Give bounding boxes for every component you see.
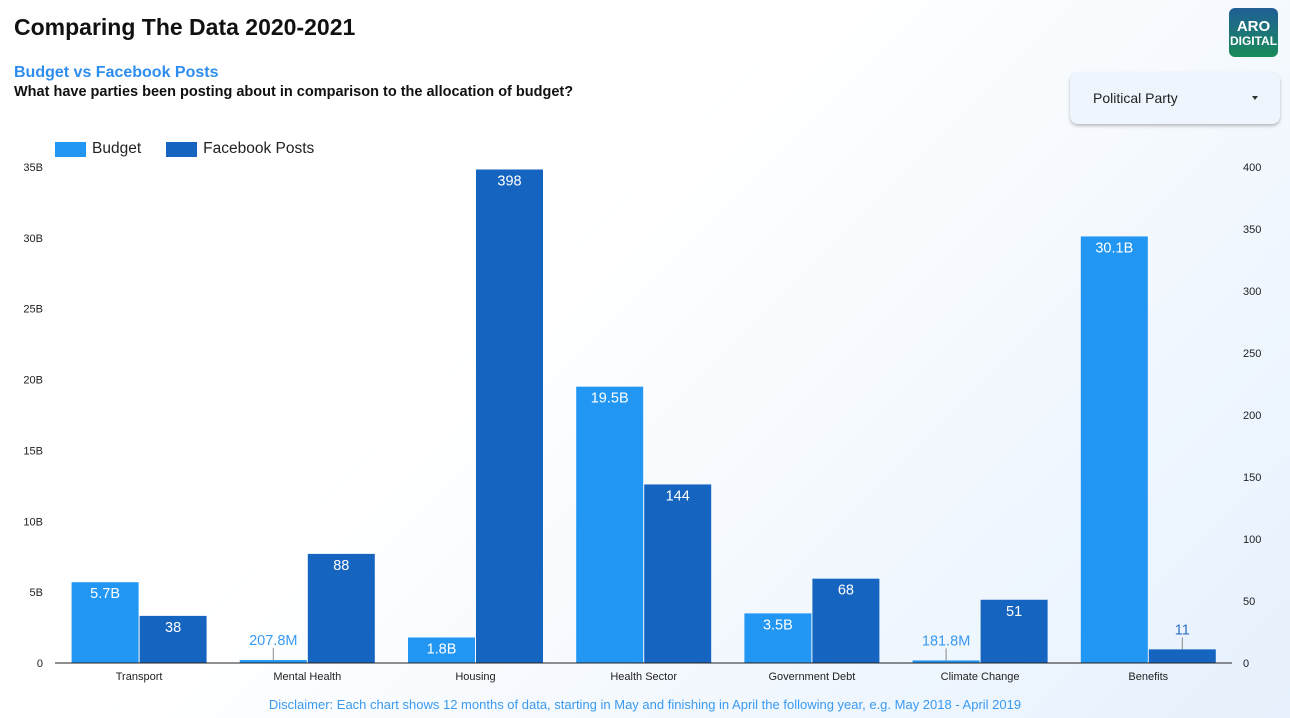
right-axis-tick: 150: [1243, 472, 1261, 484]
right-axis-tick: 300: [1243, 286, 1261, 298]
legend-swatch-budget: [55, 141, 86, 157]
political-party-dropdown[interactable]: Political Party: [1070, 72, 1280, 124]
data-label: 5.7B: [90, 586, 120, 602]
bar-facebook-posts: [980, 599, 1048, 663]
legend-item-budget[interactable]: Budget: [55, 140, 141, 158]
bar-budget: [408, 637, 475, 663]
category-label: Climate Change: [941, 671, 1020, 683]
category-label: Benefits: [1128, 671, 1168, 683]
chart-legend: Budget Facebook Posts: [55, 140, 339, 158]
caret-down-icon: [1252, 96, 1258, 100]
dropdown-label: Political Party: [1093, 90, 1178, 106]
bar-facebook-posts: [139, 615, 207, 663]
data-label: 3.5B: [763, 617, 793, 633]
bar-facebook-posts: [476, 169, 543, 664]
category-label: Mental Health: [273, 671, 341, 683]
data-label: 88: [333, 558, 349, 574]
legend-item-facebook-posts[interactable]: Facebook Posts: [166, 140, 314, 158]
logo-line-1: ARO: [1236, 17, 1271, 35]
bar-budget: [239, 660, 307, 663]
legend-swatch-facebook-posts: [166, 141, 198, 157]
category-label: Housing: [455, 671, 495, 683]
data-label: 68: [838, 583, 854, 599]
legend-label-facebook-posts: Facebook Posts: [203, 140, 315, 157]
bar-budget: [912, 660, 980, 663]
bar-facebook-posts: [307, 553, 375, 663]
right-axis-tick: 350: [1243, 224, 1261, 236]
data-label: 181.8M: [922, 633, 970, 649]
right-axis-tick: 250: [1243, 348, 1261, 360]
data-label: 398: [497, 173, 521, 189]
right-axis-tick: 50: [1243, 596, 1255, 608]
aro-digital-logo: ARO DIGITAL: [1229, 8, 1278, 57]
chart-subtitle: Budget vs Facebook Posts: [14, 64, 219, 81]
bar-budget: [71, 582, 139, 663]
category-label: Government Debt: [768, 671, 855, 683]
left-axis-tick: 35B: [23, 162, 43, 174]
data-label: 51: [1006, 604, 1022, 620]
left-axis-tick: 5B: [30, 587, 43, 599]
right-axis-tick: 200: [1243, 410, 1261, 422]
disclaimer: Disclaimer: Each chart shows 12 months o…: [268, 697, 1022, 712]
left-axis-tick: 10B: [23, 516, 43, 528]
data-label: 144: [666, 488, 690, 504]
data-label: 11: [1175, 622, 1190, 638]
data-label: 19.5B: [591, 391, 629, 407]
bar-budget: [1080, 236, 1148, 663]
data-label: 38: [165, 620, 181, 636]
right-axis-tick: 100: [1243, 534, 1261, 546]
bar-budget: [744, 613, 812, 663]
right-axis-tick: 400: [1243, 162, 1261, 174]
bar-facebook-posts: [1148, 649, 1216, 663]
logo-line-2: DIGITAL: [1229, 33, 1278, 48]
category-label: Transport: [116, 671, 163, 683]
page-title: Comparing The Data 2020-2021: [14, 14, 356, 40]
data-label: 1.8B: [427, 641, 457, 657]
left-axis-tick: 25B: [23, 304, 43, 316]
bar-facebook-posts: [644, 484, 712, 663]
left-axis-tick: 30B: [23, 233, 43, 245]
category-label: Health Sector: [610, 671, 677, 683]
data-label: 30.1B: [1095, 240, 1133, 256]
left-axis-tick: 20B: [23, 375, 43, 387]
data-label: 207.8M: [249, 633, 297, 649]
left-axis-tick: 15B: [23, 445, 43, 457]
legend-label-budget: Budget: [92, 140, 142, 157]
chart-question: What have parties been posting about in …: [14, 84, 574, 100]
bar-budget: [576, 386, 644, 663]
right-axis-tick: 0: [1243, 658, 1249, 670]
bar-facebook-posts: [812, 578, 880, 663]
left-axis-tick: 0: [37, 658, 43, 670]
